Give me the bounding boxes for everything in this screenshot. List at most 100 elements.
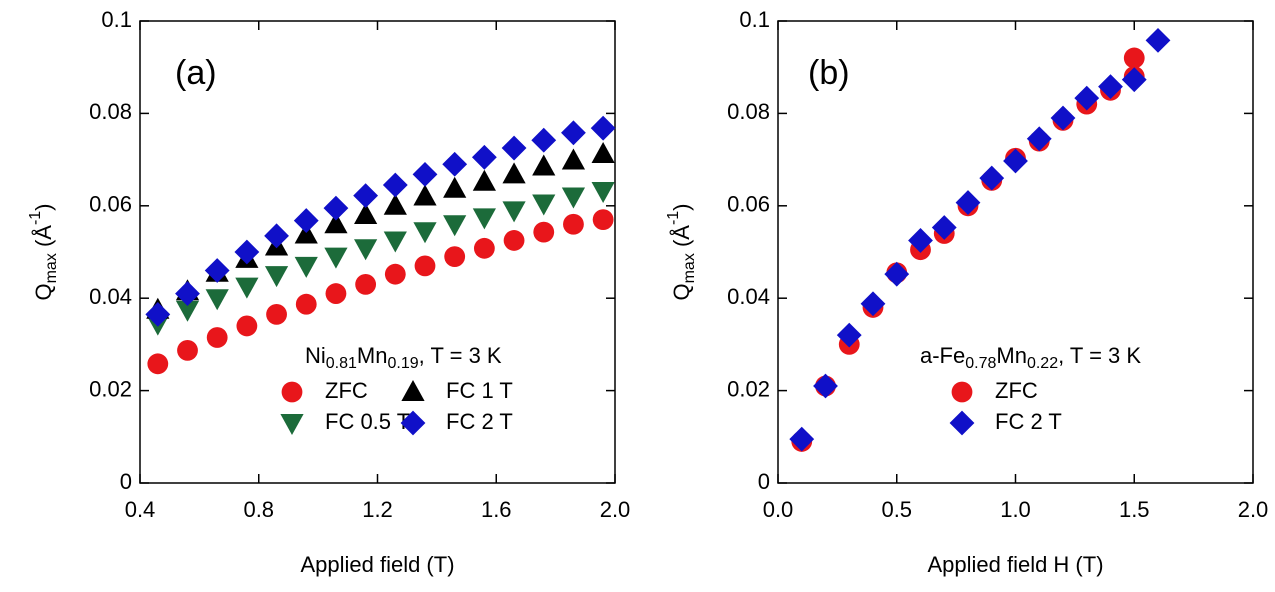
marker — [473, 237, 495, 259]
legend-marker — [280, 414, 304, 435]
marker — [532, 194, 556, 216]
y-tick-label: 0.04 — [89, 284, 132, 309]
marker — [145, 301, 171, 327]
y-tick-label: 0 — [120, 469, 132, 494]
panel-label: (b) — [808, 54, 850, 92]
y-tick-label: 0.04 — [727, 284, 770, 309]
legend-title-part: 0.81 — [326, 355, 357, 372]
marker — [204, 258, 230, 283]
marker — [561, 187, 586, 209]
marker — [531, 127, 557, 153]
marker — [354, 239, 378, 261]
marker — [442, 151, 468, 177]
y-axis-label-part: Q — [669, 283, 694, 300]
marker — [563, 213, 584, 235]
marker — [860, 291, 886, 317]
marker — [836, 322, 862, 348]
y-axis-label-part: Q — [31, 283, 56, 300]
marker — [235, 277, 259, 299]
marker — [355, 273, 377, 295]
y-tick-label: 0.02 — [727, 376, 770, 401]
marker — [206, 327, 228, 348]
legend-label: FC 1 T — [446, 378, 513, 403]
marker — [591, 142, 615, 164]
marker — [175, 300, 200, 322]
marker — [444, 246, 466, 268]
marker — [502, 162, 526, 184]
x-tick-label: 0.5 — [881, 497, 912, 522]
y-tick-label: 0.1 — [101, 7, 132, 32]
marker — [324, 247, 348, 269]
legend-title: a-Fe0.78Mn0.22, T = 3 K — [920, 343, 1141, 372]
legend-label: FC 2 T — [446, 409, 513, 434]
y-axis-label-part: (Å — [669, 225, 694, 253]
x-axis-label: Applied field H (T) — [927, 552, 1103, 577]
marker — [789, 426, 815, 452]
marker — [533, 221, 555, 243]
y-axis-label-part: max — [681, 253, 698, 283]
x-tick-label: 1.5 — [1119, 497, 1150, 522]
legend-title-part: 0.22 — [1027, 355, 1058, 372]
marker — [502, 201, 526, 223]
marker — [501, 135, 527, 161]
marker — [472, 208, 496, 230]
marker — [1098, 74, 1123, 100]
marker — [413, 184, 437, 206]
y-tick-label: 0.1 — [739, 7, 770, 32]
y-tick-label: 0.06 — [727, 192, 770, 217]
y-tick-label: 0.02 — [89, 376, 132, 401]
y-axis-label: Qmax (Å-1) — [665, 203, 698, 300]
x-tick-label: 1.6 — [481, 497, 512, 522]
marker — [1003, 148, 1028, 174]
marker — [503, 230, 525, 251]
marker — [813, 373, 838, 399]
marker — [590, 115, 616, 141]
y-axis-label: Qmax (Å-1) — [27, 203, 60, 300]
marker — [592, 209, 614, 231]
marker — [884, 261, 910, 287]
marker — [236, 315, 258, 337]
legend-title-part: , T = 3 K — [1058, 343, 1141, 368]
marker — [1145, 28, 1171, 53]
marker — [471, 144, 497, 170]
marker — [412, 161, 438, 187]
marker — [354, 203, 378, 225]
legend-label: FC 0.5 T — [325, 409, 410, 434]
legend-title-part: Mn — [996, 343, 1027, 368]
y-tick-label: 0.08 — [727, 99, 770, 124]
marker — [323, 195, 349, 221]
y-axis-label-part: ) — [31, 203, 56, 210]
legend-title-part: 0.78 — [965, 355, 996, 372]
legend-title-part: , T = 3 K — [419, 343, 502, 368]
marker — [1074, 85, 1100, 111]
y-axis-label-part: -1 — [27, 211, 44, 225]
legend-label: ZFC — [325, 378, 368, 403]
marker — [414, 255, 436, 277]
marker — [325, 283, 347, 304]
marker — [382, 172, 408, 198]
marker — [383, 193, 407, 215]
marker — [1026, 126, 1052, 152]
marker — [266, 303, 287, 325]
x-tick-label: 2.0 — [600, 497, 631, 522]
legend-marker — [400, 410, 426, 436]
legend-title-part: a-Fe — [920, 343, 965, 368]
marker — [472, 169, 496, 191]
marker — [955, 190, 981, 215]
legend-label: FC 2 T — [995, 409, 1062, 434]
y-axis-label-part: (Å — [31, 225, 56, 253]
marker — [147, 353, 169, 375]
panel-label: (a) — [175, 54, 217, 92]
marker — [561, 148, 586, 170]
marker — [353, 183, 379, 209]
legend-title-part: 0.19 — [387, 355, 418, 372]
marker — [532, 154, 556, 176]
y-axis-label-part: -1 — [665, 211, 682, 225]
marker — [264, 266, 289, 288]
x-tick-label: 1.0 — [1000, 497, 1031, 522]
x-tick-label: 2.0 — [1238, 497, 1269, 522]
legend-title-part: Mn — [357, 343, 388, 368]
marker — [234, 239, 260, 265]
